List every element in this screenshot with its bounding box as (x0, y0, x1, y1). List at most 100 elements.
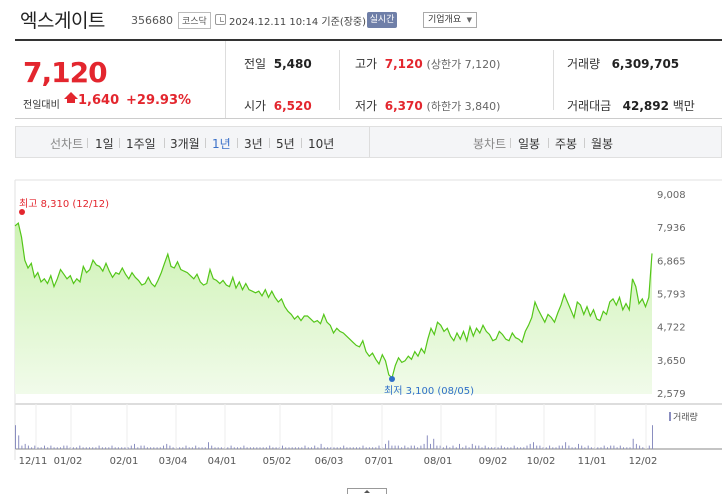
tab-separator (301, 138, 302, 148)
volume-bar (526, 445, 528, 449)
tab-3y[interactable]: 3년 (244, 137, 263, 151)
volume-bar (491, 447, 493, 449)
low-label: 저가 (355, 99, 378, 113)
tab-separator (119, 138, 120, 148)
x-tick-label: 10/02 (527, 456, 556, 467)
volume-bar (307, 447, 309, 449)
volume-bar (208, 442, 209, 449)
tab-1d[interactable]: 1일 (95, 137, 114, 151)
volume-bar (433, 438, 435, 449)
amount-value: 42,892 (622, 99, 669, 113)
high-label: 고가 (355, 57, 378, 71)
volume-bar (198, 447, 200, 449)
x-tick-label: 03/04 (159, 456, 188, 467)
volume-bar (288, 447, 290, 449)
prev-close-cell: 전일 5,480 (244, 55, 312, 72)
volume-bar (378, 445, 380, 449)
tab-5y[interactable]: 5년 (276, 137, 295, 151)
tab-1w[interactable]: 1주일 (126, 137, 156, 151)
volume-bar (44, 445, 45, 449)
y-tick-label: 7,936 (657, 223, 686, 234)
tab-separator (164, 138, 165, 148)
volume-bar (648, 445, 650, 449)
volume-bar (549, 445, 551, 449)
tab-monthly[interactable]: 월봉 (591, 137, 614, 151)
tab-daily[interactable]: 일봉 (518, 137, 541, 151)
volume-bar (159, 447, 161, 449)
volume-bar (47, 447, 49, 449)
clock-icon (215, 14, 226, 25)
volume-bar (632, 438, 634, 449)
volume-bar (442, 447, 444, 449)
volume-bar (413, 445, 415, 449)
volume-bar (101, 447, 103, 449)
x-tick-label: 06/03 (315, 456, 344, 467)
volume-bar (214, 447, 216, 449)
volume-bar (536, 445, 538, 449)
volume-bar (607, 447, 608, 449)
company-info-dropdown[interactable]: 기업개요 ▼ (423, 12, 477, 28)
volume-bar (27, 445, 29, 449)
volume-bar (92, 447, 94, 449)
volume-bar (301, 447, 303, 449)
tab-3m[interactable]: 3개월 (170, 137, 200, 151)
max-annotation: 최고 8,310 (12/12) (19, 198, 109, 210)
volume-bar (314, 445, 316, 449)
volume-bar (69, 447, 71, 449)
y-tick-label: 9,008 (657, 190, 686, 201)
expand-handle[interactable] (347, 488, 387, 494)
realtime-button[interactable]: 실시간 (367, 12, 397, 28)
amount-unit: 백만 (672, 99, 695, 113)
volume-bar (240, 447, 242, 449)
volume-bar (140, 445, 142, 449)
volume-bar (410, 445, 412, 449)
current-price-panel: 7,120 전일대비 1,640 +29.93% (15, 41, 226, 118)
x-tick-label: 02/01 (110, 456, 139, 467)
volume-bar (436, 445, 438, 449)
volume-bar (282, 445, 283, 449)
volume-bar (166, 443, 168, 449)
volume-bar (63, 445, 65, 449)
x-tick-label: 05/02 (263, 456, 292, 467)
volume-bar (497, 447, 499, 449)
volume-bar (365, 447, 367, 449)
volume-bar (619, 445, 621, 449)
volume-bar (401, 447, 403, 449)
volume-bar (500, 445, 502, 449)
volume-bar (217, 447, 219, 449)
volume-bar (317, 447, 319, 449)
volume-bar (471, 443, 473, 449)
volume-bar (475, 445, 477, 449)
volume-bar (320, 443, 322, 449)
volume-bar (574, 447, 576, 449)
upper-limit: (상한가 7,120) (426, 58, 501, 71)
volume-bar (552, 447, 554, 449)
volume-bar (243, 445, 245, 449)
volume-bar (545, 447, 547, 449)
volume-bar (150, 447, 152, 449)
volume-bar (346, 447, 348, 449)
volume-value: 6,309,705 (611, 57, 680, 71)
volume-bar (85, 447, 87, 449)
volume-bar (34, 445, 36, 449)
volume-bar (66, 445, 68, 449)
change-percent: +29.93% (126, 93, 192, 108)
volume-bar (623, 447, 624, 449)
price-area (15, 223, 652, 394)
volume-bar (372, 447, 374, 449)
volume-bar (523, 447, 525, 449)
tab-1y[interactable]: 1년 (212, 137, 231, 151)
volume-bar (417, 447, 419, 449)
tab-10y[interactable]: 10년 (308, 137, 335, 151)
header-divider (15, 39, 722, 41)
tab-weekly[interactable]: 주봉 (555, 137, 578, 151)
volume-bar (220, 447, 222, 449)
volume-bar (590, 447, 592, 449)
volume-bar (339, 447, 341, 449)
volume-bar (487, 447, 489, 449)
volume-bar (349, 447, 351, 449)
x-tick-label: 01/02 (54, 456, 83, 467)
volume-bar (185, 445, 187, 449)
volume-bar (153, 447, 155, 449)
